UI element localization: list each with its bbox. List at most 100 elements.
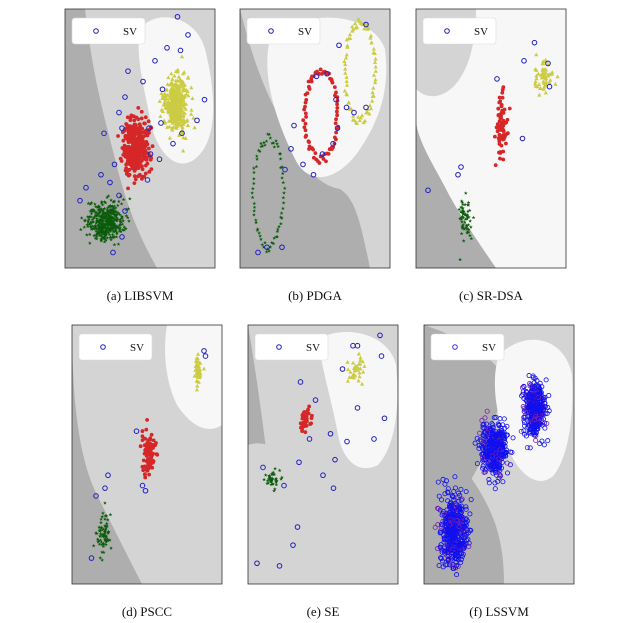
data-point (280, 165, 285, 169)
data-point (181, 135, 186, 140)
decision-region-2 (267, 17, 387, 178)
data-point (121, 197, 126, 202)
data-point (303, 134, 308, 139)
data-point (127, 172, 132, 177)
data-point (132, 118, 137, 123)
data-point (98, 534, 103, 538)
data-point (480, 465, 486, 471)
support-vector (425, 187, 431, 194)
data-point (135, 146, 140, 151)
data-point (345, 92, 350, 97)
data-point (307, 140, 311, 145)
data-point (437, 544, 443, 550)
data-point (252, 201, 257, 206)
data-point (116, 134, 120, 138)
data-point (116, 242, 121, 246)
data-point (523, 389, 529, 395)
data-point (106, 218, 111, 223)
data-point (89, 209, 94, 214)
data-point (441, 550, 447, 556)
data-point (449, 502, 455, 508)
support-vector (546, 83, 553, 90)
data-point (174, 91, 179, 96)
data-point (186, 75, 191, 80)
data-point (180, 79, 185, 84)
data-point (500, 123, 505, 127)
data-point (96, 231, 101, 236)
data-point (100, 542, 105, 547)
data-point (272, 144, 277, 149)
data-point (263, 240, 268, 245)
data-point (144, 131, 149, 136)
data-point (98, 209, 103, 213)
caption-d: (d) PSCC (121, 604, 173, 619)
data-point (114, 231, 119, 236)
data-point (479, 445, 485, 451)
data-point (108, 227, 113, 231)
data-point (109, 209, 114, 214)
support-vector (327, 430, 334, 437)
data-point (168, 95, 173, 100)
data-point (102, 534, 107, 539)
data-point (177, 89, 182, 94)
data-point (179, 116, 184, 121)
data-point (527, 381, 533, 387)
support-vector (142, 487, 149, 494)
data-point (262, 477, 267, 482)
data-point (87, 232, 92, 237)
data-point (110, 232, 115, 237)
data-point (303, 430, 308, 435)
data-point (151, 438, 156, 443)
support-vector (332, 456, 338, 463)
data-point (99, 206, 104, 211)
data-point (318, 67, 323, 72)
data-point (145, 468, 150, 473)
panel-d-plot: SV (71, 324, 223, 585)
data-point (498, 150, 503, 154)
support-vector (313, 73, 320, 80)
data-point (477, 430, 483, 436)
data-point (267, 248, 272, 253)
legend-box (254, 333, 329, 361)
data-point (129, 163, 134, 168)
support-vector (294, 524, 301, 530)
support-vector (324, 70, 330, 77)
data-point (281, 195, 286, 200)
data-point (482, 430, 488, 436)
data-point (445, 556, 451, 562)
data-point (132, 181, 137, 186)
data-point (103, 236, 108, 241)
data-point (99, 238, 104, 243)
data-point (99, 525, 104, 530)
data-point (460, 214, 465, 219)
data-point (117, 222, 122, 227)
data-point (251, 181, 256, 186)
data-point (463, 217, 468, 221)
data-point (274, 482, 279, 487)
data-point (175, 69, 180, 74)
data-point (467, 511, 473, 517)
data-point (257, 230, 262, 235)
data-point (84, 232, 89, 237)
data-point (254, 220, 259, 225)
data-point (148, 436, 153, 441)
data-point (88, 220, 93, 224)
support-vector (545, 60, 551, 67)
data-point (99, 517, 104, 521)
data-point (365, 110, 370, 114)
plot-frame (71, 324, 223, 585)
data-point (550, 70, 555, 74)
data-point (435, 522, 441, 528)
data-point (533, 79, 538, 84)
data-point (100, 514, 105, 519)
data-point (438, 529, 444, 535)
data-point (537, 408, 543, 414)
data-point (504, 120, 509, 125)
data-point (102, 523, 107, 528)
data-point (278, 215, 283, 219)
data-point (492, 480, 498, 486)
panel-a: SV (64, 8, 216, 269)
data-point (101, 210, 106, 215)
data-point (166, 75, 171, 80)
support-vector (381, 415, 388, 422)
